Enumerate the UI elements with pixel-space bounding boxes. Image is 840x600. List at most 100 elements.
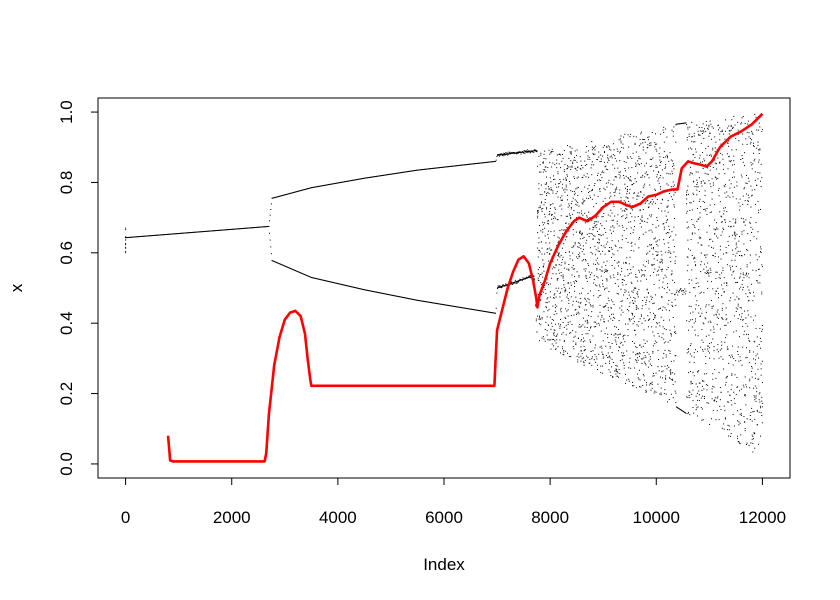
scatter-point (354, 287, 356, 289)
scatter-point (737, 303, 739, 305)
scatter-point (540, 201, 542, 203)
scatter-point (583, 364, 585, 366)
scatter-point (326, 184, 328, 186)
scatter-point (745, 384, 747, 386)
scatter-point (540, 324, 542, 326)
scatter-point (430, 302, 432, 303)
scatter-point (743, 243, 745, 245)
scatter-point (154, 234, 156, 236)
scatter-point (328, 280, 330, 282)
scatter-point (135, 236, 137, 238)
scatter-point (753, 236, 755, 238)
scatter-point (698, 157, 700, 159)
scatter-point (698, 177, 700, 179)
scatter-point (575, 222, 577, 224)
scatter-point (637, 160, 639, 162)
scatter-point (535, 150, 537, 152)
scatter-point (565, 177, 567, 179)
scatter-point (570, 216, 572, 218)
scatter-point (747, 337, 749, 339)
scatter-point (729, 187, 731, 189)
scatter-point (196, 231, 198, 233)
scatter-point (608, 291, 610, 293)
scatter-point (700, 142, 702, 144)
scatter-point (683, 411, 685, 413)
scatter-point (721, 231, 723, 233)
scatter-point (682, 122, 684, 124)
scatter-point (495, 159, 497, 161)
scatter-point (654, 237, 656, 239)
scatter-point (332, 183, 334, 185)
scatter-point (381, 292, 383, 294)
scatter-point (558, 287, 560, 289)
scatter-point (576, 169, 578, 171)
scatter-point (637, 195, 639, 197)
scatter-point (463, 307, 465, 309)
scatter-point (446, 304, 448, 306)
scatter-point (577, 353, 579, 355)
scatter-point (523, 152, 525, 154)
scatter-point (539, 300, 541, 302)
scatter-point (201, 231, 203, 233)
scatter-point (595, 321, 597, 323)
scatter-point (608, 249, 610, 251)
scatter-point (617, 350, 619, 352)
scatter-point (466, 308, 468, 310)
scatter-point (551, 249, 553, 251)
scatter-point (653, 319, 655, 321)
scatter-point (424, 168, 426, 170)
scatter-point (549, 242, 551, 244)
scatter-point (596, 262, 598, 264)
scatter-point (632, 351, 634, 353)
scatter-point (576, 312, 578, 314)
scatter-point (753, 395, 755, 397)
scatter-point (710, 299, 712, 301)
scatter-point (647, 147, 649, 149)
scatter-point (729, 300, 731, 302)
scatter-point (536, 150, 538, 152)
scatter-point (760, 186, 762, 188)
scatter-point (645, 356, 647, 358)
scatter-point (635, 359, 637, 361)
scatter-point (484, 310, 486, 312)
scatter-point (702, 380, 704, 382)
scatter-point (532, 150, 534, 152)
scatter-point (747, 273, 749, 275)
scatter-point (686, 203, 688, 205)
scatter-point (692, 389, 694, 391)
scatter-point (575, 296, 577, 298)
scatter-point (730, 321, 732, 323)
scatter-point (542, 162, 544, 164)
scatter-point (689, 174, 691, 176)
scatter-point (758, 129, 760, 131)
scatter-point (556, 333, 558, 335)
scatter-point (644, 361, 646, 363)
scatter-point (741, 313, 743, 315)
scatter-point (248, 227, 250, 229)
scatter-point (379, 292, 381, 294)
scatter-point (598, 179, 600, 181)
scatter-point (760, 368, 762, 370)
scatter-point (556, 335, 558, 337)
scatter-point (449, 305, 451, 307)
scatter-point (740, 286, 742, 288)
scatter-point (579, 326, 581, 328)
scatter-point (740, 307, 742, 309)
scatter-point (569, 166, 571, 168)
scatter-point (479, 162, 481, 164)
scatter-point (567, 215, 569, 217)
scatter-point (588, 329, 590, 331)
scatter-point (584, 200, 586, 202)
scatter-point (349, 285, 351, 287)
scatter-point (587, 155, 589, 157)
scatter-point (282, 264, 284, 266)
scatter-point (357, 178, 359, 180)
scatter-point (574, 192, 576, 194)
scatter-point (370, 176, 372, 178)
scatter-point (623, 209, 625, 211)
scatter-point (357, 287, 359, 289)
scatter-point (740, 413, 742, 415)
scatter-point (554, 304, 556, 306)
scatter-point (661, 377, 663, 379)
scatter-point (312, 186, 314, 188)
